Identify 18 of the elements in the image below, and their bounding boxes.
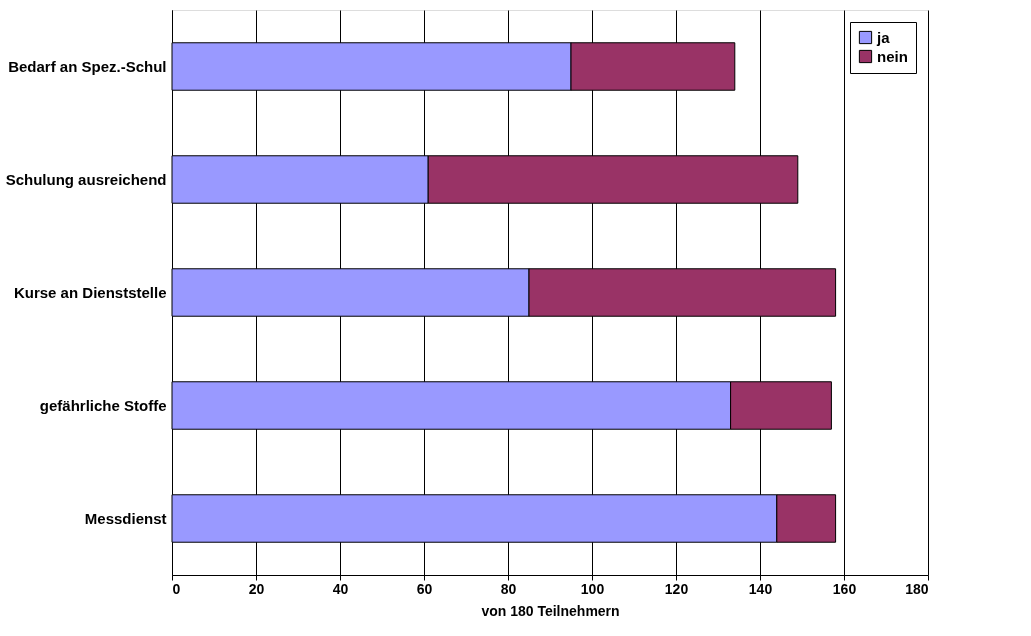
x-tick-label: 80 xyxy=(500,580,517,597)
legend-label: ja xyxy=(876,28,891,46)
x-tick-label: 180 xyxy=(905,580,929,597)
x-tick-label: 100 xyxy=(580,580,605,597)
x-axis-title: von 180 Teilnehmern xyxy=(481,602,620,619)
x-tick-label: 160 xyxy=(832,580,857,597)
y-tick-label: Kurse an Dienststelle xyxy=(13,283,167,301)
y-tick-label: Messdienst xyxy=(84,509,167,527)
legend-label: nein xyxy=(877,47,908,65)
x-tick-label: 40 xyxy=(332,580,349,597)
y-tick-label: Schulung ausreichend xyxy=(5,170,167,188)
x-tick-label: 20 xyxy=(248,580,265,597)
y-tick-label: Bedarf an Spez.-Schul xyxy=(8,57,167,75)
x-tick-label: 60 xyxy=(416,580,433,597)
x-tick-label: 140 xyxy=(748,580,773,597)
y-tick-label: gefährliche Stoffe xyxy=(39,396,167,414)
x-tick-label: 120 xyxy=(664,580,689,597)
x-tick-label: 0 xyxy=(172,580,181,597)
